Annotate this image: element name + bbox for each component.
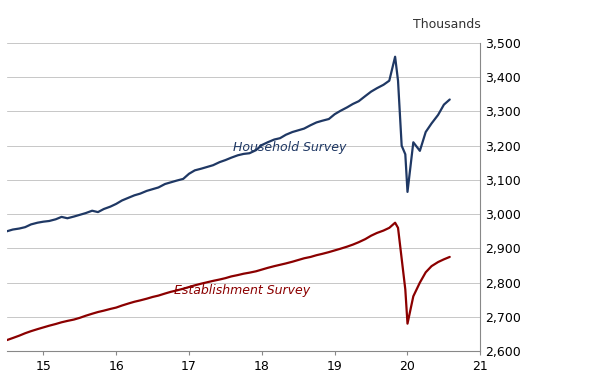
- Text: Thousands: Thousands: [413, 18, 481, 31]
- Text: Household Survey: Household Survey: [233, 141, 346, 154]
- Text: Establishment Survey: Establishment Survey: [175, 283, 311, 296]
